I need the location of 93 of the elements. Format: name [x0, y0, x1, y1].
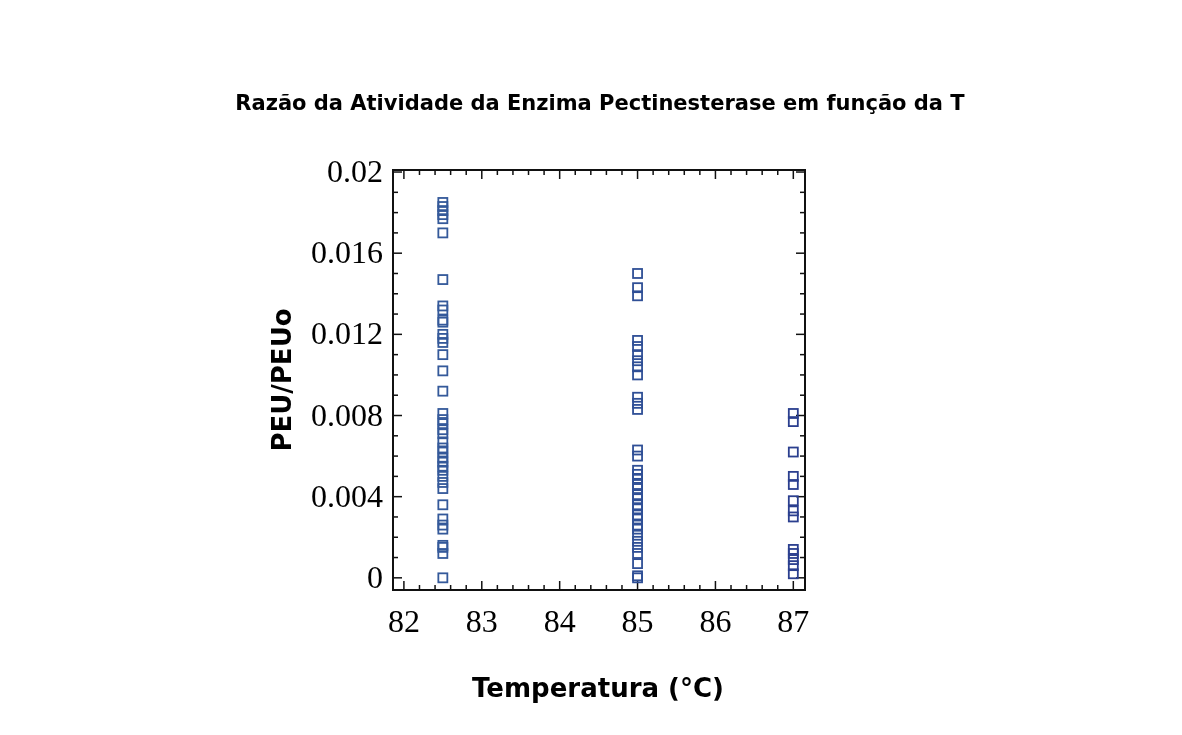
- point: [437, 385, 449, 397]
- point: [437, 408, 449, 419]
- y-tick-label: 0.004: [311, 477, 383, 514]
- point: [632, 541, 643, 553]
- point: [437, 442, 449, 454]
- point: [437, 572, 449, 584]
- point: [632, 479, 643, 490]
- point: [632, 483, 643, 494]
- point: [437, 460, 449, 472]
- point: [437, 428, 449, 440]
- point: [437, 436, 449, 448]
- point: [437, 464, 449, 476]
- point: [437, 349, 449, 361]
- point: [632, 397, 643, 409]
- point: [787, 416, 799, 427]
- y-tick-label: 0.008: [311, 396, 383, 433]
- point: [632, 361, 643, 373]
- y-tick-label: 0: [367, 558, 383, 595]
- point: [787, 479, 799, 490]
- point: [437, 519, 449, 531]
- x-axis-title: Temperatura (°C): [472, 673, 724, 703]
- point: [632, 513, 643, 525]
- x-tick-label: 86: [699, 603, 732, 639]
- point: [632, 355, 643, 367]
- point: [632, 529, 643, 541]
- point: [632, 558, 643, 570]
- point: [632, 535, 643, 547]
- point: [437, 304, 449, 316]
- point: [632, 548, 643, 559]
- point: [437, 470, 449, 482]
- point: [437, 300, 449, 312]
- x-tick-label: 83: [465, 603, 498, 639]
- point: [632, 268, 643, 279]
- point: [632, 349, 643, 361]
- point: [632, 509, 643, 521]
- point: [787, 505, 799, 517]
- point: [787, 548, 799, 559]
- point: [787, 511, 799, 523]
- point: [437, 523, 449, 535]
- point: [437, 365, 449, 377]
- point: [787, 495, 799, 507]
- point: [787, 568, 799, 580]
- y-tick-label: 0.016: [311, 234, 383, 271]
- point: [632, 499, 643, 511]
- point: [787, 554, 799, 565]
- point: [632, 450, 643, 462]
- point: [632, 503, 643, 515]
- point: [787, 408, 799, 419]
- y-tick-label: 0.012: [311, 315, 383, 352]
- point: [437, 328, 449, 340]
- x-tick-label: 82: [387, 603, 420, 639]
- point: [437, 209, 449, 221]
- point: [632, 341, 643, 352]
- point: [632, 444, 643, 456]
- point: [787, 470, 799, 482]
- point: [437, 548, 449, 559]
- point: [437, 477, 449, 488]
- point: [632, 404, 643, 415]
- point: [437, 499, 449, 511]
- point: [787, 544, 799, 555]
- point: [632, 335, 643, 346]
- point: [437, 213, 449, 225]
- point: [632, 519, 643, 531]
- x-tick-label: 85: [621, 603, 654, 639]
- chart-title: Razão da Atividade da Enzima Pectinesterase em função da T: [235, 91, 966, 115]
- point: [632, 493, 643, 505]
- point: [632, 290, 643, 302]
- point: [437, 424, 449, 436]
- y-tick-label: 0.02: [327, 153, 383, 190]
- point: [437, 483, 449, 494]
- point: [632, 369, 643, 381]
- point: [632, 282, 643, 294]
- point: [437, 446, 449, 458]
- point: [437, 274, 449, 285]
- y-axis-title: PEU/PEUo: [267, 308, 297, 452]
- x-tick-label: 84: [543, 603, 576, 639]
- point: [787, 560, 799, 572]
- point: [632, 489, 643, 501]
- point: [632, 523, 643, 535]
- point: [437, 513, 449, 525]
- point: [437, 333, 449, 344]
- point: [787, 446, 799, 458]
- point: [437, 337, 449, 348]
- point: [632, 464, 643, 476]
- point: [632, 391, 643, 403]
- point: [437, 414, 449, 425]
- point: [437, 452, 449, 464]
- point: [437, 418, 449, 430]
- x-tick-label: 87: [777, 603, 810, 639]
- point: [437, 456, 449, 468]
- point: [437, 197, 449, 208]
- point: [437, 227, 449, 239]
- point: [632, 468, 643, 480]
